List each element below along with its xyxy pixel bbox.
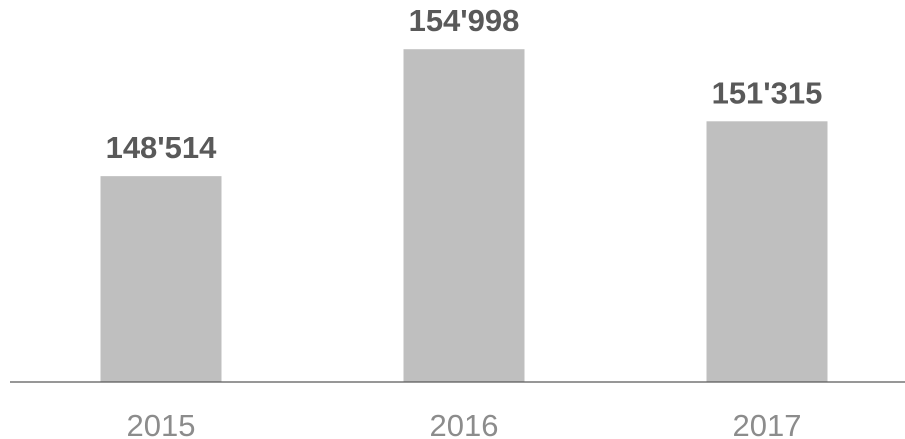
value-labels-layer: 148'514 154'998 151'315 xyxy=(106,3,823,165)
bar-2015 xyxy=(100,176,222,382)
bars-layer xyxy=(100,49,828,383)
bar-value-label-2017: 151'315 xyxy=(712,75,823,110)
bar-value-label-2015: 148'514 xyxy=(106,130,218,165)
bar-2016 xyxy=(403,49,525,382)
bar-value-label-2016: 154'998 xyxy=(409,3,520,38)
category-labels-layer: 2015 2016 2017 xyxy=(127,408,802,439)
x-tick-label-2015: 2015 xyxy=(127,408,196,439)
x-tick-label-2016: 2016 xyxy=(430,408,499,439)
x-tick-label-2017: 2017 xyxy=(733,408,802,439)
bar-2017 xyxy=(706,121,828,383)
